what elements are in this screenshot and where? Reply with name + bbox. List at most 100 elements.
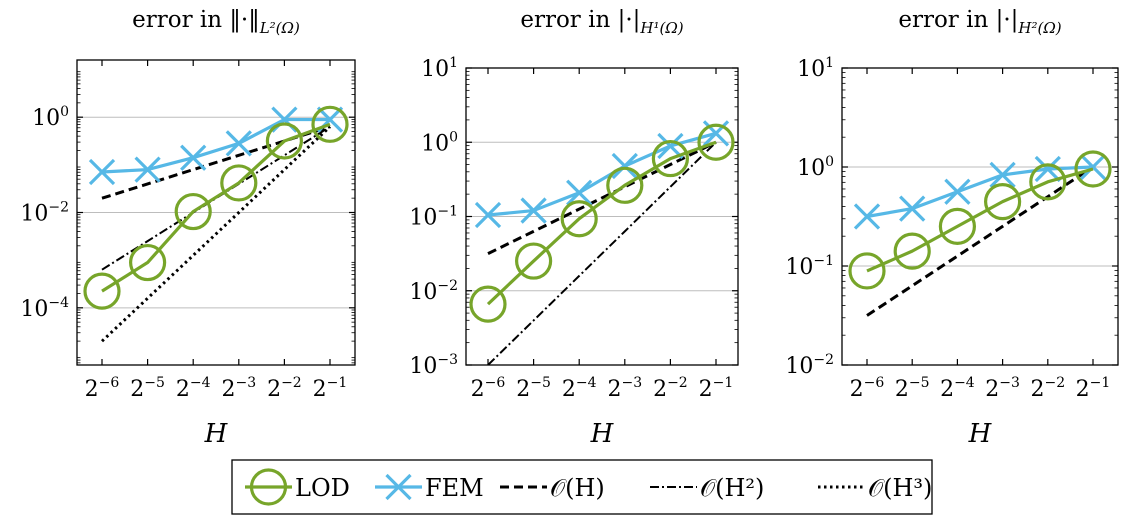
legend-swatch-circle: [249, 468, 288, 506]
x-tick-label: 2−3: [985, 375, 1020, 402]
legend: LOD FEM 𝒪(H) 𝒪(H²) 𝒪(H³): [231, 459, 933, 515]
y-tick-label: 101: [421, 55, 458, 82]
series-line-o-h-2-: [487, 141, 717, 365]
lod-point: [265, 122, 303, 160]
fem-point: [225, 130, 252, 157]
series-line-o-h-3-: [100, 125, 332, 343]
fem-point: [520, 197, 547, 224]
x-tick-label: 2−5: [895, 375, 930, 402]
legend-item-oh: 𝒪(H): [500, 474, 605, 502]
series-line-lod: [101, 122, 331, 293]
lod-point: [514, 242, 553, 280]
y-tick-label: 100: [421, 129, 458, 156]
x-tick-label: 2−6: [850, 375, 885, 402]
lod-point: [560, 200, 598, 238]
x-axis-label: H: [590, 419, 615, 449]
x-tick-label: 2−6: [85, 375, 120, 402]
fem-point: [134, 156, 161, 183]
x-tick-label: 2−1: [1076, 375, 1111, 402]
y-tick-label: 10−2: [409, 278, 458, 305]
lod-point: [606, 166, 644, 204]
lod-point: [83, 272, 121, 310]
lod-point: [129, 243, 167, 282]
x-tick-label: 2−1: [313, 375, 348, 402]
fem-point: [88, 158, 116, 186]
y-tick-label: 10−3: [409, 352, 458, 379]
lod-point: [893, 232, 931, 270]
series-line-fem: [866, 165, 1094, 219]
legend-item-lod: LOD: [245, 468, 350, 506]
fem-point: [611, 152, 638, 180]
x-tick-label: 2−2: [1030, 375, 1065, 402]
y-tick-label: 101: [797, 55, 834, 82]
x-tick-label: 2−2: [267, 375, 302, 402]
legend-label: LOD: [295, 474, 350, 502]
y-tick-label: 100: [797, 154, 834, 181]
series-line-lod: [866, 167, 1094, 273]
fem-point: [566, 179, 593, 206]
fem-point: [989, 161, 1016, 189]
fem-point: [944, 178, 971, 205]
legend-item-oh3: 𝒪(H³): [818, 474, 932, 502]
lod-point: [220, 164, 258, 202]
legend-box: [231, 459, 933, 515]
legend-item-fem: FEM: [375, 473, 484, 502]
x-tick-label: 2−5: [130, 375, 165, 402]
lod-point: [1074, 150, 1112, 188]
legend-label: 𝒪(H²): [700, 474, 764, 502]
plot-panel-1: 2−6 2−5 2−4 2−3 2−2 2−1 100 10−2 10−4 error in ‖·…: [20, 7, 356, 449]
axes-frame: [841, 67, 1119, 366]
plot-title: error in |·|H²(Ω): [898, 7, 1061, 37]
fem-point: [474, 201, 502, 229]
series-line-fem: [101, 117, 330, 174]
fem-point: [702, 120, 730, 147]
fem-point: [657, 132, 684, 160]
fem-point: [899, 195, 926, 222]
x-tick-label: 2−3: [607, 375, 642, 402]
fem-point: [180, 144, 207, 171]
x-tick-label: 2−1: [699, 375, 734, 402]
plot-title: error in ‖·‖L²(Ω): [132, 7, 300, 37]
x-tick-label: 2−4: [562, 375, 597, 402]
y-tick-label: 10−4: [20, 295, 69, 322]
series-line-o-h-2-: [101, 125, 331, 271]
lod-point: [848, 252, 886, 290]
legend-label: 𝒪(H): [550, 474, 605, 502]
lod-point: [1029, 163, 1067, 201]
y-tick-label: 100: [32, 104, 69, 131]
x-axis-label: H: [204, 419, 229, 449]
lod-point: [938, 207, 977, 245]
x-tick-label: 2−2: [653, 375, 688, 402]
x-axis-label: H: [968, 419, 993, 449]
x-tick-label: 2−5: [516, 375, 551, 402]
plot-panel-3: 2−6 2−5 2−4 2−3 2−2 2−1 101 100 10−1 10−2 error in…: [785, 7, 1119, 449]
x-tick-label: 2−3: [221, 375, 256, 402]
lod-point: [651, 139, 690, 178]
lod-point: [469, 285, 507, 323]
y-tick-label: 10−1: [785, 253, 834, 280]
x-tick-label: 2−4: [940, 375, 975, 402]
plots-layer: 2−6 2−5 2−4 2−3 2−2 2−1 100 10−2 10−4 error in ‖·…: [20, 7, 1119, 449]
series-line-lod: [486, 140, 717, 306]
plot-title: error in |·|H¹(Ω): [520, 7, 683, 37]
lod-point: [174, 192, 212, 231]
y-tick-label: 10−2: [785, 352, 834, 379]
lod-point: [697, 123, 735, 161]
series-line-o-h-: [487, 140, 717, 255]
legend-label: FEM: [425, 474, 484, 502]
fem-point: [853, 203, 881, 230]
x-tick-label: 2−4: [176, 375, 211, 402]
fem-point: [1034, 155, 1061, 183]
lod-point: [311, 105, 349, 143]
series-line-o-h-: [866, 165, 1094, 317]
lod-point: [983, 183, 1022, 221]
fem-point: [1079, 153, 1107, 181]
y-tick-label: 10−2: [20, 200, 69, 227]
y-tick-label: 10−1: [409, 204, 458, 231]
plot-panel-2: 2−6 2−5 2−4 2−3 2−2 2−1 101 100 10−1 10−2 10−3 erro…: [409, 7, 739, 449]
legend-item-oh2: 𝒪(H²): [650, 474, 764, 502]
legend-label: 𝒪(H³): [868, 474, 932, 502]
legend-swatch-x: [385, 473, 412, 501]
x-tick-label: 2−6: [471, 375, 506, 402]
